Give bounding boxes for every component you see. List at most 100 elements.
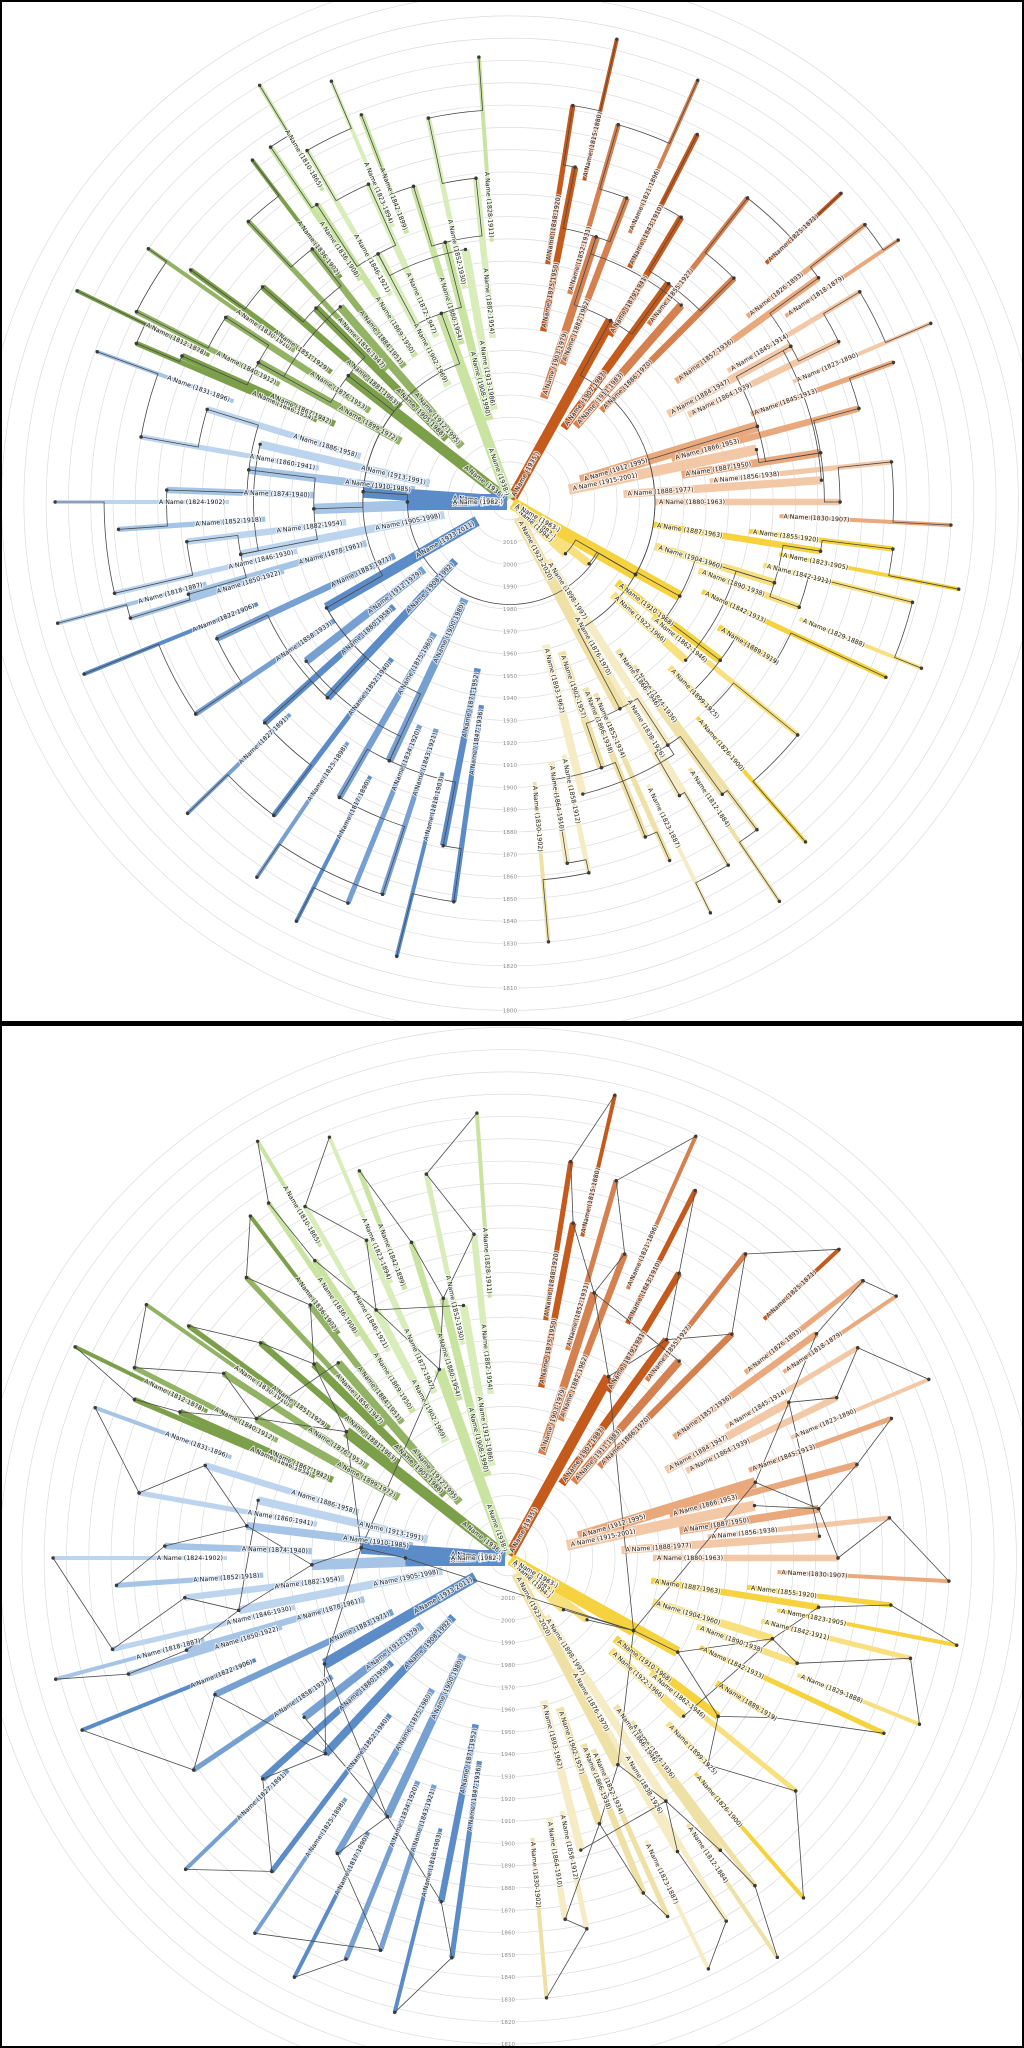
person-bar-peach[interactable] — [679, 1504, 820, 1535]
person-bar-cream[interactable] — [646, 783, 713, 914]
person-bar-peach[interactable] — [621, 1532, 820, 1555]
person-bar-orange[interactable] — [597, 1331, 735, 1469]
person-bar-yellow[interactable] — [698, 1645, 886, 1736]
person-bar-orange[interactable] — [559, 196, 630, 366]
person-bar-cream[interactable] — [511, 1571, 623, 1768]
person-bar-orange[interactable] — [504, 1374, 614, 1558]
person-bar-yellow[interactable] — [652, 521, 822, 555]
person-bar-peach[interactable] — [672, 1331, 819, 1441]
person-bar-blue[interactable] — [392, 1827, 443, 2013]
person-bar-lightgreen[interactable] — [356, 1169, 408, 1291]
person-bar-olive[interactable] — [135, 341, 319, 423]
person-bar-lightgreen[interactable] — [436, 311, 514, 501]
person-bar-lightblue[interactable] — [55, 1637, 205, 1682]
person-bar-lightblue[interactable] — [239, 510, 446, 559]
person-bar-lightgreen[interactable] — [474, 1112, 492, 1298]
person-bar-peach[interactable] — [743, 1278, 865, 1375]
person-bar-olive[interactable] — [221, 1370, 370, 1470]
person-bar-yellow[interactable] — [778, 552, 960, 592]
person-bar-peach[interactable] — [565, 1500, 756, 1551]
person-bar-cream[interactable] — [644, 1839, 711, 1970]
person-bar-lightblue[interactable] — [186, 518, 347, 545]
person-bar-lightgreen[interactable] — [302, 1205, 391, 1353]
person-bar-yellow[interactable] — [648, 1671, 798, 1793]
person-bar-cream[interactable] — [559, 1810, 590, 1930]
person-bar-olive[interactable] — [74, 1345, 209, 1414]
person-bar-peach[interactable] — [707, 1515, 890, 1540]
person-bar-olive[interactable] — [180, 353, 337, 427]
person-bar-cream[interactable] — [569, 1668, 681, 1854]
person-bar-lightgreen[interactable] — [472, 177, 496, 339]
person-bar-cream[interactable] — [624, 695, 731, 867]
person-bar-lightgreen[interactable] — [408, 1241, 463, 1402]
person-bar-orange[interactable] — [537, 1291, 598, 1456]
person-bar-peach[interactable] — [784, 238, 900, 318]
person-bar-blue[interactable] — [213, 1608, 395, 1698]
person-bar-cream[interactable] — [612, 1704, 723, 1853]
person-bar-blue[interactable] — [449, 1760, 483, 1959]
person-bar-peach[interactable] — [652, 1554, 839, 1562]
person-bar-center[interactable] — [507, 1554, 637, 1636]
person-bar-olive[interactable] — [254, 1415, 401, 1501]
person-bar-lightgreen[interactable] — [439, 1297, 492, 1477]
person-bar-yellow[interactable] — [746, 1584, 892, 1608]
person-bar-peach[interactable] — [748, 1415, 893, 1473]
person-bar-cream[interactable] — [542, 1613, 670, 1804]
person-bar-cream[interactable] — [530, 1837, 549, 1999]
person-bar-olive[interactable] — [343, 1427, 509, 1561]
person-bar-peach[interactable] — [668, 1461, 858, 1518]
person-bar-olive[interactable] — [335, 1360, 463, 1506]
person-bar-lightblue[interactable] — [185, 1596, 366, 1654]
person-bar-blue[interactable] — [343, 1780, 421, 1961]
person-bar-yellow[interactable] — [610, 591, 689, 664]
person-bar-lightgreen[interactable] — [434, 1367, 512, 1557]
person-bar-peach[interactable] — [567, 444, 758, 495]
person-bar-blue[interactable] — [83, 602, 259, 676]
person-bar-olive[interactable] — [187, 1323, 331, 1431]
person-bar-orange[interactable] — [580, 1094, 617, 1237]
person-bar-cream[interactable] — [513, 515, 625, 712]
person-bar-lightgreen[interactable] — [423, 1173, 466, 1345]
person-bar-peach[interactable] — [664, 1398, 791, 1474]
person-bar-cream[interactable] — [539, 1699, 585, 1852]
person-bar-center[interactable] — [509, 498, 639, 580]
person-bar-peach[interactable] — [790, 1377, 930, 1440]
person-bar-lightblue[interactable] — [204, 1462, 360, 1516]
person-bar-blue[interactable] — [321, 1572, 478, 1669]
person-bar-peach[interactable] — [779, 514, 952, 528]
person-bar-blue[interactable] — [378, 1784, 437, 1952]
person-bar-olive[interactable] — [178, 1409, 335, 1483]
person-bar-blue[interactable] — [260, 1660, 395, 1782]
person-bar-lightgreen[interactable] — [476, 56, 494, 242]
person-bar-blue[interactable] — [192, 1674, 334, 1773]
person-bar-olive[interactable] — [133, 1397, 317, 1479]
person-bar-lightgreen[interactable] — [470, 1233, 494, 1395]
person-bar-blue[interactable] — [385, 597, 469, 763]
person-bar-olive[interactable] — [133, 1365, 279, 1443]
person-bar-cream[interactable] — [629, 1720, 758, 1888]
person-bar-lightblue[interactable] — [164, 1542, 312, 1555]
person-bar-blue[interactable] — [451, 704, 485, 903]
person-bar-cream[interactable] — [557, 650, 606, 769]
person-bar-yellow[interactable] — [693, 1772, 806, 1900]
person-bar-lightgreen[interactable] — [425, 117, 468, 289]
person-bar-lightblue[interactable] — [184, 1574, 345, 1601]
person-bar-lightgreen[interactable] — [372, 1308, 450, 1444]
person-bar-cream[interactable] — [631, 664, 760, 832]
person-bar-blue[interactable] — [301, 1622, 425, 1721]
person-bar-blue[interactable] — [334, 1687, 435, 1856]
person-bar-lightblue[interactable] — [55, 500, 230, 504]
person-bar-lightblue[interactable] — [113, 548, 298, 596]
person-bar-peach[interactable] — [681, 448, 822, 479]
person-bar-olive[interactable] — [258, 1340, 401, 1466]
person-bar-yellow[interactable] — [695, 1623, 799, 1667]
person-bar-blue[interactable] — [394, 771, 445, 957]
person-bar-olive[interactable] — [223, 314, 372, 414]
person-bar-blue[interactable] — [438, 1723, 479, 1903]
radial-chart-svg-top[interactable]: A Name (1815-1880)A Name (1821-1896)A Na… — [2, 2, 1022, 1021]
person-bar-lightblue[interactable] — [127, 1624, 283, 1677]
person-bar-peach[interactable] — [576, 1477, 757, 1542]
person-bar-blue[interactable] — [184, 1768, 290, 1871]
person-bar-peach[interactable] — [782, 1294, 898, 1374]
person-bar-lightblue[interactable] — [129, 568, 285, 621]
